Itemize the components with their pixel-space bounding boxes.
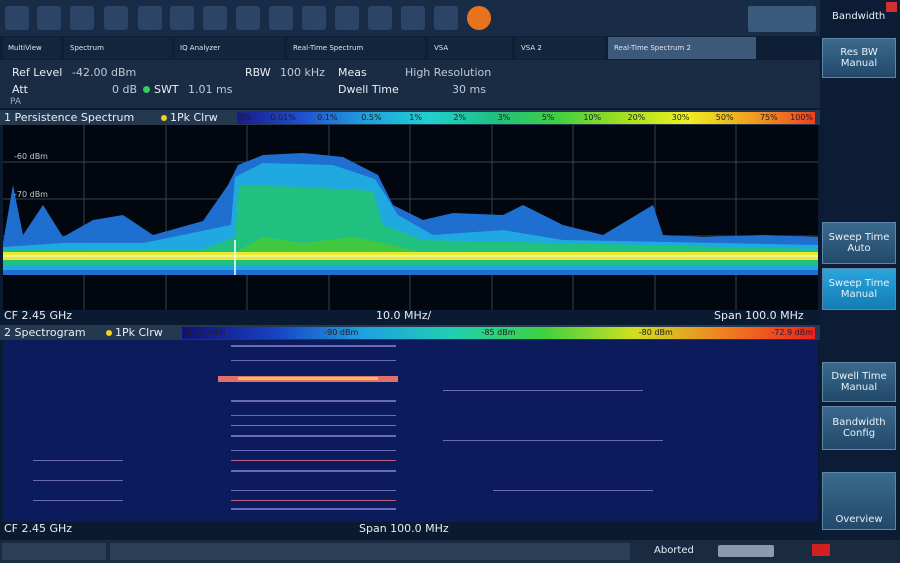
pane-title: 2 Spectrogram [4, 326, 86, 339]
close-button[interactable] [886, 2, 897, 12]
division: 10.0 MHz/ [376, 309, 432, 322]
spectrogram-display [3, 340, 818, 522]
label: Dwell Time [338, 83, 399, 96]
label: Meas [338, 66, 367, 79]
scale-label: 1% [409, 113, 422, 122]
scale-label: 50% [715, 113, 734, 122]
scale-label: -72.9 dBm [771, 328, 813, 337]
softkey[interactable]: Dwell Time Manual [822, 362, 896, 402]
scale-label: -80 dBm [638, 328, 673, 337]
tab[interactable]: Spectrum [64, 37, 172, 59]
scale-label: -97.2 dBm [184, 328, 226, 337]
persistence-color-scale [237, 112, 815, 124]
scale-label: 3% [497, 113, 511, 122]
scale-label: 0.5% [361, 113, 382, 122]
toolbar-icon[interactable] [37, 6, 61, 30]
toolbar-icon[interactable] [170, 6, 194, 30]
span: Span 100.0 MHz [714, 309, 804, 322]
info-panel [0, 60, 820, 108]
softkey[interactable]: Sweep Time Manual [822, 268, 896, 310]
value: 0 dB [112, 83, 138, 96]
trace-label: 1Pk Clrw [170, 111, 218, 124]
toolbar-icon[interactable] [203, 6, 227, 30]
tab[interactable]: Real-Time Spectrum 2 [608, 37, 756, 59]
value: High Resolution [405, 66, 492, 79]
softkey[interactable]: Res BW Manual [822, 38, 896, 78]
scale-label: -90 dBm [324, 328, 359, 337]
pane-footer [0, 310, 820, 324]
toolbar-icon[interactable] [335, 6, 359, 30]
toolbar-icon[interactable] [104, 6, 128, 30]
softkey[interactable]: Sweep Time Auto [822, 222, 896, 264]
remote-indicator [812, 544, 830, 556]
trace-label: 1Pk Clrw [115, 326, 163, 339]
softkey[interactable]: Overview [822, 472, 896, 530]
toolbar-icon[interactable] [302, 6, 326, 30]
scale-label: 100% [790, 113, 813, 122]
softkey[interactable]: Bandwidth Config [822, 406, 896, 450]
scale-label: 75% [759, 113, 778, 122]
toolbar-icon[interactable] [269, 6, 293, 30]
span: Span 100.0 MHz [359, 522, 449, 535]
y-label: -60 dBm [14, 152, 48, 161]
toolbar-icon[interactable] [236, 6, 260, 30]
message-field [110, 543, 630, 560]
scale-label: 0.01% [270, 113, 296, 122]
dropdown[interactable] [2, 543, 106, 560]
toolbar-icon[interactable] [368, 6, 392, 30]
toolbar-icon[interactable] [467, 6, 491, 30]
preamp: PA [10, 97, 22, 107]
toolbar-icon[interactable] [434, 6, 458, 30]
pane-footer [0, 522, 820, 536]
spectrogram-color-scale [182, 327, 815, 339]
value: 30 ms [452, 83, 486, 96]
tab[interactable]: VSA [428, 37, 512, 59]
y-label: -70 dBm [14, 190, 48, 199]
scale-label: 30% [671, 113, 690, 122]
scale-label: 20% [627, 113, 646, 122]
scale-label: 0.1% [317, 113, 338, 122]
center-frequency: CF 2.45 GHz [4, 522, 73, 535]
label: SWT [154, 83, 179, 96]
screenshot-button[interactable] [748, 6, 816, 32]
toolbar-icon[interactable] [138, 6, 162, 30]
label: Att [12, 83, 28, 96]
center-frequency: CF 2.45 GHz [4, 309, 73, 322]
toolbar-icon[interactable] [70, 6, 94, 30]
toolbar-icon[interactable] [5, 6, 29, 30]
value: 100 kHz [280, 66, 325, 79]
scale-label: 2% [453, 113, 467, 122]
trace-dot [106, 330, 112, 336]
tab[interactable]: IQ Analyzer [174, 37, 284, 59]
menu-title: Bandwidth [832, 11, 886, 22]
pane-title: 1 Persistence Spectrum [4, 111, 135, 124]
scale-label: 0% [239, 113, 252, 122]
label: RBW [245, 66, 271, 79]
scale-label: 10% [583, 113, 602, 122]
tab[interactable]: Real-Time Spectrum [287, 37, 425, 59]
label: Ref Level [12, 66, 63, 79]
toolbar-icon[interactable] [401, 6, 425, 30]
scale-label: -85 dBm [481, 328, 516, 337]
trace-dot [161, 115, 167, 121]
value: -42.00 dBm [72, 66, 137, 79]
tab[interactable]: VSA 2 [515, 37, 605, 59]
persistence-display [3, 125, 818, 310]
progress-indicator [718, 545, 774, 557]
sweep-status: Aborted [654, 545, 694, 556]
value: 1.01 ms [188, 83, 233, 96]
scale-label: 5% [541, 113, 555, 122]
tab[interactable]: MultiView [2, 37, 62, 59]
status-dot [143, 86, 150, 93]
